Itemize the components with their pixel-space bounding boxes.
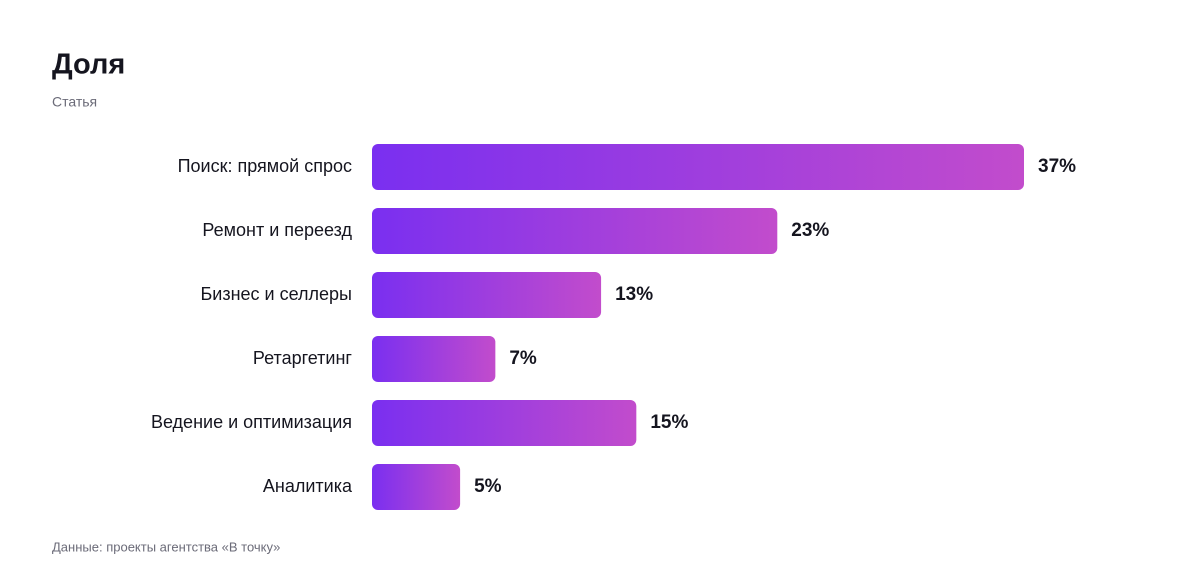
category-label: Ретаргетинг [253, 348, 353, 368]
bar [372, 464, 461, 510]
category-label: Ведение и оптимизация [151, 412, 352, 432]
value-label: 13% [615, 284, 653, 305]
chart-title: Доля [52, 49, 125, 81]
value-label: 23% [791, 220, 829, 241]
value-label: 5% [474, 476, 502, 497]
category-label: Бизнес и селлеры [200, 284, 352, 304]
bar [372, 272, 602, 318]
value-label: 37% [1038, 156, 1076, 177]
bar [372, 400, 637, 446]
value-label: 15% [650, 412, 688, 433]
value-label: 7% [509, 348, 537, 369]
bar [372, 336, 496, 382]
category-label: Поиск: прямой спрос [178, 156, 352, 176]
bar [372, 144, 1024, 190]
source-note: Данные: проекты агентства «В точку» [52, 539, 280, 554]
category-label: Ремонт и переезд [202, 220, 352, 240]
chart-subtitle: Статья [52, 94, 97, 110]
bar [372, 208, 778, 254]
category-label: Аналитика [263, 476, 353, 496]
